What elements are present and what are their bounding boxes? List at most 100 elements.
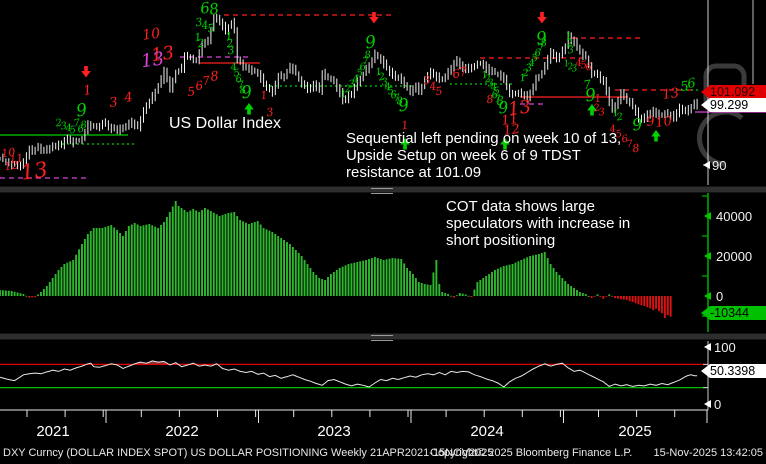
td-count-mark: 2: [225, 36, 235, 50]
td-count-mark: 4: [64, 123, 73, 135]
x-axis-year-2022: 2022: [165, 423, 199, 440]
td-count-mark: 6: [534, 48, 542, 60]
td-count-mark: 3: [567, 45, 575, 57]
td-count-mark: 3: [195, 15, 204, 29]
td-count-mark: 1: [594, 91, 603, 105]
td-count-mark: 6: [359, 62, 367, 74]
td-count-mark: 13: [150, 42, 176, 66]
td-count-mark: 3: [598, 107, 606, 119]
td-count-mark: 5: [387, 86, 395, 98]
td-count-mark: 7: [393, 93, 401, 105]
td-count-mark: 1: [565, 31, 573, 43]
td-buy-arrow-icon: [651, 130, 661, 142]
td-count-mark: 6: [194, 78, 204, 93]
td-count-mark: 11: [500, 112, 518, 129]
td-count-mark: 5: [69, 125, 77, 137]
td-count-mark: 7: [458, 64, 468, 79]
td-count-mark: 1: [612, 108, 620, 120]
td-count-mark: 6: [491, 90, 499, 102]
cot-axis-tick-0: 0: [716, 289, 724, 304]
td-count-mark: 4: [608, 124, 617, 136]
td-count-mark: 3: [60, 121, 68, 133]
td-count-mark: 11: [9, 151, 25, 166]
td-count-mark: 3: [423, 73, 432, 87]
td-count-mark: 7: [73, 118, 81, 130]
divider-grip-icon[interactable]: [371, 188, 393, 194]
td-count-mark: 2: [566, 62, 574, 73]
td-count-mark: 1: [375, 67, 383, 79]
td-count-mark: 5: [186, 84, 196, 99]
td-count-mark: 1: [563, 59, 570, 70]
td-count-mark: 2: [377, 72, 386, 84]
td-buy-arrow-icon: [587, 104, 597, 116]
timestamp: 15-Nov-2025 13:42:05: [653, 447, 763, 459]
chart-title: US Dollar Index: [169, 115, 282, 132]
td-count-mark: 4: [574, 58, 583, 70]
td-count-mark: 5: [531, 53, 539, 65]
td-count-mark: 1: [340, 89, 348, 101]
td-count-mark: 8: [239, 85, 247, 97]
td-count-mark: 12: [502, 122, 520, 139]
td-count-mark: 5: [435, 84, 444, 98]
td-count-mark: 2: [483, 74, 492, 86]
tick-arrow-icon: [704, 292, 711, 300]
td-count-mark: 7: [201, 73, 211, 88]
td-count-mark: 9: [364, 32, 378, 53]
td-count-mark: 6: [390, 90, 398, 102]
tick-arrow-icon: [704, 343, 711, 351]
td-count-mark: 4: [383, 82, 392, 94]
td-count-mark: 13: [507, 96, 533, 120]
td-count-mark: 1: [82, 83, 92, 99]
price-tag-resistance: 101.092: [701, 85, 766, 99]
divider-grip-icon[interactable]: [371, 335, 393, 341]
td-count-mark: 1: [225, 29, 234, 43]
td-count-mark: 1: [519, 73, 527, 85]
td-count-mark: 5: [580, 60, 588, 72]
td-count-mark: 6: [77, 124, 85, 136]
rsi-axis-tick-0: 0: [714, 397, 722, 412]
td-count-mark: 8: [208, 0, 220, 19]
x-axis-year-2025: 2025: [618, 423, 652, 440]
cot-axis-tick-40000: 40000: [716, 209, 753, 224]
td-count-mark: 2: [343, 84, 352, 96]
td-count-mark: 2: [521, 68, 530, 80]
td-count-mark: 8: [540, 38, 548, 50]
td-count-mark: 5: [493, 86, 501, 98]
td-count-mark: 7: [494, 94, 502, 106]
td-count-mark: 10: [141, 26, 161, 44]
td-count-mark: 7: [237, 80, 245, 92]
td-count-mark: 3: [348, 79, 356, 91]
td-count-mark: 8: [209, 69, 219, 85]
td-count-mark: 5: [615, 129, 623, 141]
price-tag-last: 99.299: [701, 98, 766, 112]
td-count-mark: 9: [75, 100, 89, 121]
td-count-mark: 6: [621, 134, 629, 146]
td-count-mark: 2: [565, 38, 574, 50]
td-count-mark: 8: [632, 141, 641, 155]
td-count-mark: 1: [194, 30, 203, 44]
td-count-mark: 3: [108, 95, 118, 111]
td-count-mark: 13: [19, 157, 49, 184]
td-count-mark: 8: [364, 50, 372, 62]
td-count-mark: 4: [489, 82, 498, 94]
td-count-mark: 9: [240, 82, 254, 103]
annotation-cot: COT data shows large speculators with in…: [446, 198, 631, 249]
td-count-mark: 12: [4, 158, 20, 173]
panel-divider-2[interactable]: [0, 333, 766, 341]
panel-divider-1[interactable]: [0, 186, 766, 194]
td-count-mark: 4: [527, 58, 536, 70]
cot-last-value-tag: -10344: [701, 306, 766, 320]
td-count-mark: 5: [233, 68, 241, 80]
price-axis-tick-90: 90: [712, 158, 727, 173]
td-count-mark: 5: [356, 68, 364, 80]
td-buy-arrow-icon: [500, 138, 510, 150]
td-count-mark: 7: [362, 56, 370, 68]
security-description: DXY Curncy (DOLLAR INDEX SPOT) US DOLLAR…: [3, 447, 494, 459]
td-count-mark: 1: [260, 88, 269, 102]
td-count-mark: 9: [497, 97, 510, 117]
td-count-mark: 3: [487, 78, 495, 90]
td-count-mark: 7: [582, 77, 592, 92]
td-count-mark: 9: [535, 28, 549, 49]
